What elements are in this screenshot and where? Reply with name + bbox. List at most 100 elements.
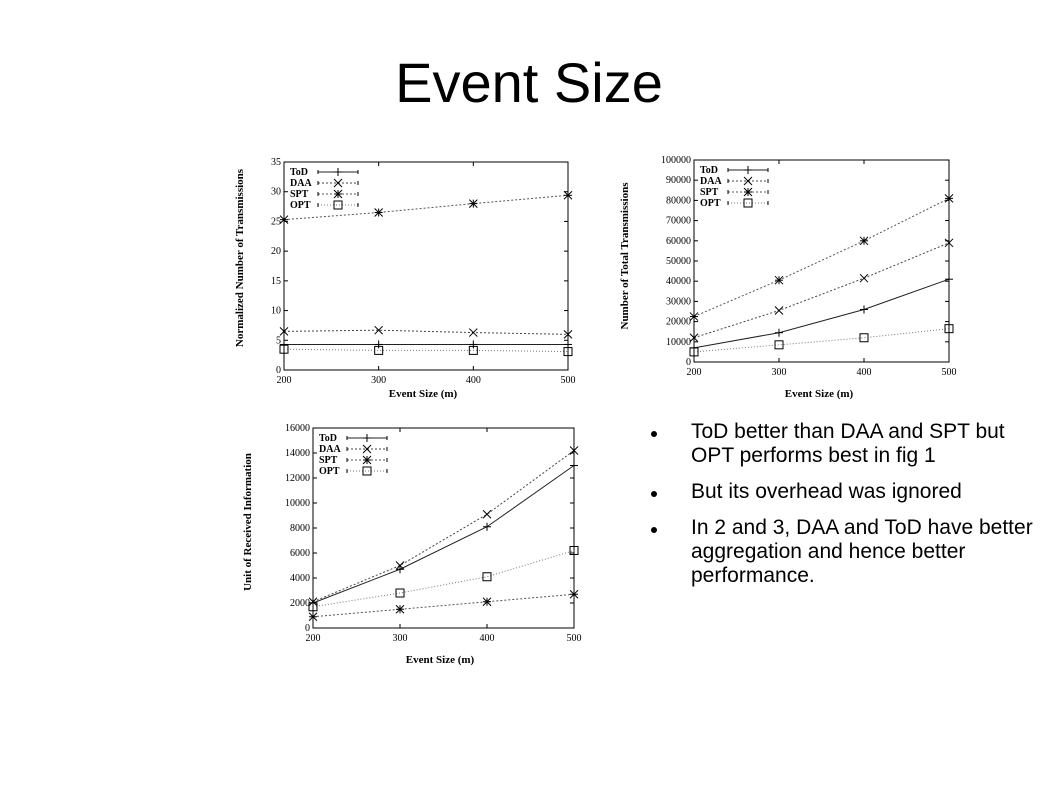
bullet-dot: [651, 527, 657, 533]
legend-marker-opt: [362, 466, 372, 476]
y-tick-label: 60000: [666, 236, 691, 247]
data-point-spt: [308, 612, 318, 622]
legend-label-daa: DAA: [319, 444, 341, 455]
bullet-text: But its overhead was ignored: [691, 480, 962, 503]
data-point-daa: [944, 238, 954, 248]
data-point-tod: [374, 340, 383, 349]
legend-label-opt: OPT: [290, 200, 311, 211]
series-line-daa: [693, 242, 950, 339]
y-tick-label: 0: [686, 357, 691, 368]
data-point-tod: [469, 340, 478, 349]
bullet-dot: [651, 491, 657, 497]
data-point-opt: [774, 340, 784, 350]
x-tick-label: 300: [371, 375, 386, 386]
x-tick-label: 500: [561, 375, 576, 386]
data-point-opt: [482, 572, 492, 582]
data-point-spt: [395, 604, 405, 614]
legend-label-opt: OPT: [700, 198, 721, 209]
y-tick-label: 90000: [666, 175, 691, 186]
y-tick-label: 70000: [666, 216, 691, 227]
legend-marker-daa: [362, 444, 372, 454]
y-tick-label: 14000: [285, 448, 310, 459]
y-tick-label: 16000: [285, 423, 310, 434]
bullet-item: In 2 and 3, DAA and ToD have better aggr…: [648, 516, 1038, 588]
data-point-spt: [689, 312, 699, 321]
data-point-spt: [482, 597, 492, 607]
legend-label-tod: ToD: [700, 165, 718, 176]
y-tick-label: 8000: [290, 523, 310, 534]
legend-marker-spt: [333, 189, 343, 199]
series-line-tod: [312, 465, 575, 604]
legend-label-daa: DAA: [700, 176, 722, 187]
legend-marker-opt: [333, 200, 343, 210]
y-tick-label: 2000: [290, 598, 310, 609]
legend-marker-tod: [363, 434, 371, 442]
data-point-opt: [689, 347, 699, 357]
y-tick-label: 15: [271, 276, 281, 287]
x-tick-label: 400: [466, 375, 481, 386]
y-tick-label: 4000: [290, 573, 310, 584]
series-line-spt: [283, 194, 569, 221]
bullet-list: ToD better than DAA and SPT but OPT perf…: [648, 420, 1038, 600]
data-point-daa: [774, 306, 784, 315]
data-point-opt: [374, 345, 384, 355]
series-line-opt: [283, 348, 569, 353]
legend-marker-opt: [743, 198, 753, 208]
data-point-tod: [860, 305, 868, 314]
legend-label-spt: SPT: [319, 455, 338, 466]
y-tick-label: 0: [305, 623, 310, 634]
plot-frame: [693, 159, 950, 363]
x-tick-label: 500: [942, 367, 957, 378]
y-tick-label: 10: [271, 306, 281, 317]
data-point-tod: [483, 522, 491, 531]
y-tick-label: 25: [271, 216, 281, 227]
data-point-opt: [859, 333, 869, 343]
data-point-daa: [569, 446, 579, 455]
legend-marker-daa: [743, 176, 753, 186]
plot-frame: [283, 161, 569, 371]
legend-marker-tod: [334, 168, 342, 176]
data-point-daa: [308, 597, 318, 607]
series-line-tod: [693, 278, 950, 349]
y-tick-label: 100000: [661, 155, 691, 166]
bullet-text: ToD better than DAA and SPT but OPT perf…: [691, 420, 1005, 467]
y-axis-label: Number of Total Transmissions: [619, 182, 631, 330]
legend-marker-tod: [744, 166, 752, 174]
y-tick-label: 12000: [285, 473, 310, 484]
y-tick-label: 0: [276, 365, 281, 376]
chart-received-information: 0 2000 4000 6000 8000 10000 12000 14000 16000 200…: [237, 418, 592, 670]
data-point-opt: [308, 602, 318, 612]
series-line-opt: [693, 328, 950, 353]
data-point-opt: [569, 546, 579, 555]
data-point-spt: [279, 215, 289, 224]
data-point-tod: [570, 461, 578, 470]
x-tick-label: 400: [857, 367, 872, 378]
bullet-text: In 2 and 3, DAA and ToD have better aggr…: [691, 516, 1033, 587]
data-point-tod: [280, 340, 288, 349]
x-tick-label: 300: [772, 367, 787, 378]
x-axis-label: Event Size (m): [406, 654, 475, 666]
y-axis-label: Unit of Received Information: [242, 453, 254, 591]
data-point-daa: [374, 325, 384, 335]
plot-frame: [312, 427, 575, 629]
y-tick-label: 10000: [285, 498, 310, 509]
data-point-daa: [279, 327, 289, 336]
legend-label-spt: SPT: [290, 189, 309, 200]
y-tick-label: 20000: [666, 317, 691, 328]
legend-marker-spt: [362, 455, 372, 465]
data-point-daa: [859, 273, 869, 283]
x-tick-label: 300: [393, 633, 408, 644]
data-point-spt: [859, 236, 869, 246]
series-line-spt: [693, 197, 950, 318]
y-tick-label: 5: [276, 335, 281, 346]
data-point-opt: [563, 347, 573, 357]
data-point-daa: [468, 328, 478, 337]
series-line-daa: [283, 329, 569, 335]
x-tick-label: 200: [687, 367, 702, 378]
data-point-daa: [563, 329, 573, 339]
y-axis-label: Normalized Number of Transmissions: [234, 168, 246, 347]
y-tick-label: 30: [271, 187, 281, 198]
y-tick-label: 30000: [666, 296, 691, 307]
data-point-opt: [944, 324, 954, 334]
